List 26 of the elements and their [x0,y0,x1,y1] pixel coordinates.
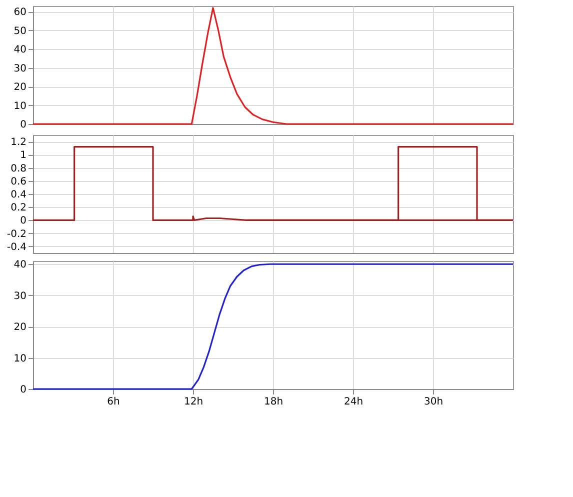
y-tick-label: 0 [20,216,26,227]
x-tick-label: 30h [424,396,444,408]
x-tick-label: 6h [107,396,120,408]
y-tick-label: 1 [20,150,26,162]
y-tick-label: -0.2 [6,228,26,240]
x-tick-label: 24h [344,396,364,408]
y-tick-label: 10 [14,100,26,112]
y-tick-label: 30 [14,290,26,302]
y-tick-label: 0 [20,120,26,130]
y-tick-label: 40 [14,260,26,271]
y-tick-label: 20 [14,322,26,334]
y-tick-label: 40 [14,44,26,56]
x-tick-label: 12h [184,396,204,408]
x-tick-label: 18h [264,396,284,408]
y-tick-label: 0.2 [10,202,26,214]
y-tick-label: 60 [14,7,26,18]
y-tick-label: 20 [14,82,26,94]
y-tick-label: 0.4 [10,190,26,200]
y-tick-label: 0.8 [10,163,26,174]
y-tick-label: 30 [14,63,26,74]
y-tick-label: -0.4 [6,242,26,253]
y-tick-label: 50 [14,26,26,37]
y-tick-label: 0.6 [10,176,26,188]
y-tick-label: 0 [20,384,26,396]
y-tick-label: 10 [14,353,26,364]
y-tick-label: 1.2 [10,137,26,148]
